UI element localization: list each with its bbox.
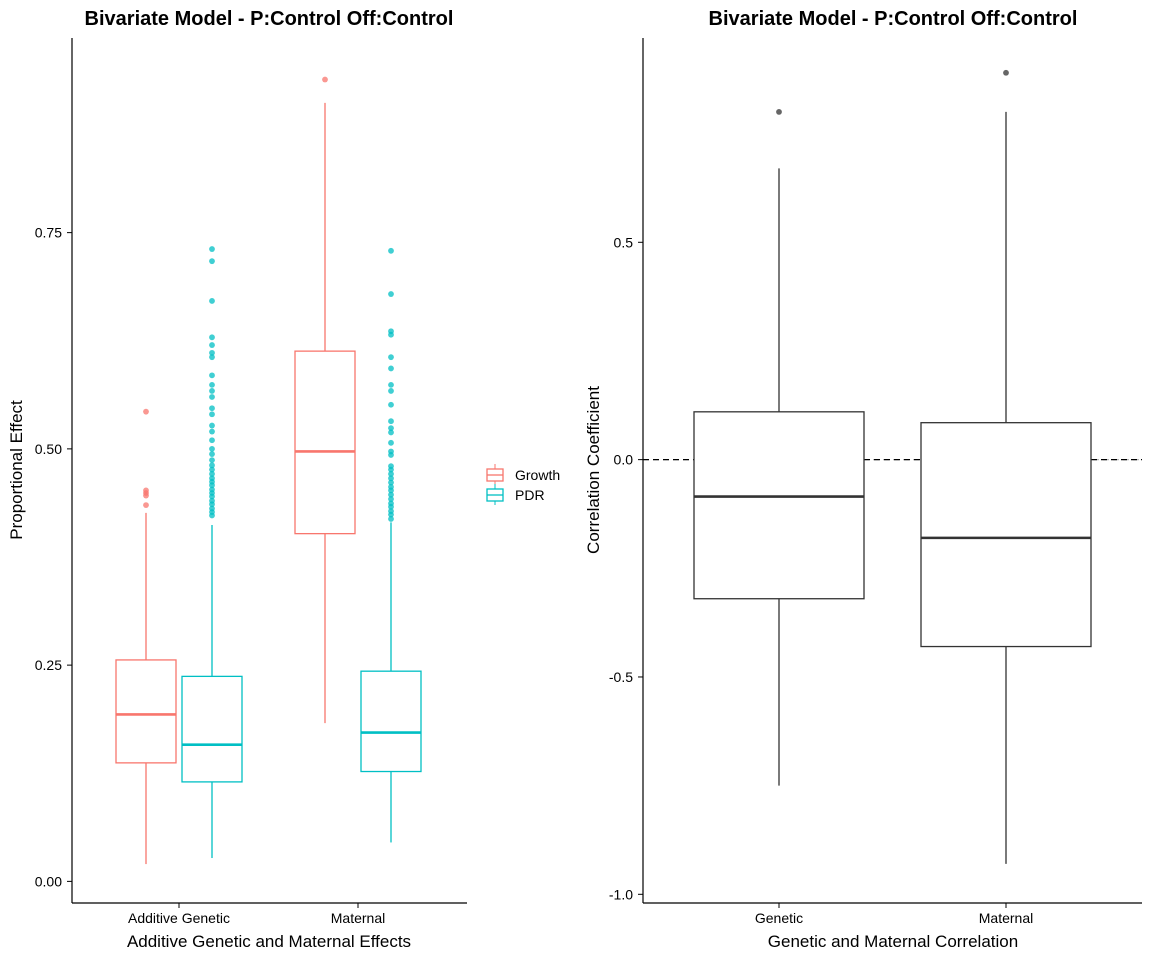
left-x-axis-title: Additive Genetic and Maternal Effects [127, 932, 411, 951]
left-pdr-additive-genetic-outlier-21 [209, 405, 215, 412]
right-x-tick-label-0: Genetic [755, 910, 803, 926]
left-pdr-maternal-outlier-11 [388, 471, 394, 477]
left-pdr-additive-genetic-outlier-11 [209, 471, 215, 477]
left-pdr-additive-genetic-outlier-14 [209, 457, 215, 464]
left-pdr-additive-genetic-outlier-29 [209, 334, 215, 341]
left-pdr-maternal-outlier-26 [388, 328, 394, 335]
right-chart-title: Bivariate Model - P:Control Off:Control [709, 8, 1078, 30]
right-y-tick-label-3: 0.5 [614, 234, 634, 250]
left-boxes [115, 76, 422, 865]
left-pdr-maternal-outlier-24 [388, 354, 394, 361]
left-pdr-additive-genetic-outlier-20 [209, 411, 215, 418]
legend: Growth PDR [486, 464, 560, 505]
left-pdr-maternal-outlier-8 [388, 484, 394, 490]
left-growth-additive-genetic-box [115, 659, 177, 764]
left-pdr-maternal-outlier-15 [388, 448, 394, 455]
left-pdr-additive-genetic-outlier-10 [209, 475, 215, 482]
left-pdr-maternal-outlier-13 [388, 463, 394, 470]
left-pdr-maternal-outlier-22 [388, 381, 394, 388]
right-boxes [693, 69, 1092, 864]
left-pdr-additive-genetic-outlier-19 [209, 422, 215, 429]
left-pdr-additive-genetic-box [181, 675, 243, 783]
left-pdr-maternal-outlier-4 [388, 500, 394, 507]
left-growth-maternal-outlier-0 [322, 76, 328, 83]
right-y-tick-label-2: 0.0 [614, 452, 634, 468]
left-pdr-maternal-outlier-2 [388, 508, 394, 515]
left-pdr-maternal-outlier-23 [388, 365, 394, 372]
left-pdr-maternal-box [360, 670, 422, 773]
right-chart: Bivariate Model - P:Control Off:Control … [584, 8, 1142, 951]
right-y-tick-label-0: -1.0 [609, 886, 633, 902]
right-y-tick-label-1: -0.5 [609, 669, 633, 685]
legend-item-growth: Growth [486, 464, 560, 485]
right-maternal-box [920, 422, 1092, 648]
left-growth-additive-genetic-outlier-3 [143, 487, 149, 494]
left-pdr-maternal-outlier-18 [388, 425, 394, 432]
left-x-ticks: Additive Genetic Maternal [128, 903, 385, 926]
left-pdr-maternal-outlier-21 [388, 388, 394, 394]
right-y-axis-title: Correlation Coefficient [584, 386, 603, 554]
left-y-axis-title: Proportional Effect [7, 400, 26, 540]
left-pdr-maternal-outlier-0 [388, 516, 394, 522]
legend-item-pdr: PDR [486, 484, 545, 505]
legend-label-growth: Growth [515, 467, 560, 483]
left-y-tick-label-1: 0.25 [35, 657, 62, 673]
left-pdr-additive-genetic-outlier-18 [209, 428, 215, 435]
left-pdr-maternal-outlier-10 [388, 475, 394, 482]
left-pdr-additive-genetic-outlier-2 [209, 505, 215, 512]
left-pdr-additive-genetic-outlier-22 [209, 394, 215, 400]
left-growth-maternal-box [294, 350, 356, 535]
left-pdr-additive-genetic-outlier-16 [209, 445, 215, 452]
right-genetic-box [693, 411, 865, 600]
right-x-axis-title: Genetic and Maternal Correlation [768, 932, 1018, 951]
left-pdr-additive-genetic-outlier-13 [209, 462, 215, 469]
legend-label-pdr: PDR [515, 487, 545, 503]
left-pdr-additive-genetic-outlier-26 [209, 354, 215, 361]
left-x-tick-label-0: Additive Genetic [128, 910, 230, 926]
left-pdr-additive-genetic-outlier-25 [209, 372, 215, 379]
left-pdr-additive-genetic-outlier-30 [209, 298, 215, 304]
left-pdr-additive-genetic-outlier-27 [209, 349, 215, 356]
right-y-ticks: -1.0 -0.5 0.0 0.5 [609, 234, 643, 902]
left-pdr-additive-genetic-outlier-17 [209, 437, 215, 444]
left-pdr-maternal-outlier-5 [388, 496, 394, 502]
left-pdr-additive-genetic-outlier-12 [209, 466, 215, 473]
left-y-tick-label-2: 0.50 [35, 441, 62, 457]
left-pdr-additive-genetic-outlier-24 [209, 381, 215, 388]
left-pdr-maternal-outlier-16 [388, 439, 394, 446]
left-pdr-maternal-outlier-17 [388, 429, 394, 436]
right-genetic-outlier-0 [776, 108, 782, 115]
left-pdr-additive-genetic-outlier-28 [209, 342, 215, 348]
left-growth-additive-genetic-outlier-0 [143, 502, 149, 508]
left-chart: Bivariate Model - P:Control Off:Control … [7, 8, 467, 951]
left-pdr-additive-genetic-outlier-23 [209, 388, 215, 394]
left-pdr-additive-genetic-outlier-32 [209, 246, 215, 252]
right-maternal-outlier-0 [1003, 69, 1009, 76]
left-pdr-additive-genetic-outlier-15 [209, 451, 215, 457]
left-growth-additive-genetic-outlier-4 [143, 408, 149, 415]
left-y-tick-label-3: 0.75 [35, 225, 62, 241]
left-pdr-additive-genetic-outlier-4 [209, 497, 215, 504]
left-chart-title: Bivariate Model - P:Control Off:Control [85, 8, 454, 30]
left-pdr-maternal-outlier-19 [388, 418, 394, 425]
left-pdr-maternal-outlier-9 [388, 479, 394, 486]
left-pdr-additive-genetic-outlier-31 [209, 258, 215, 265]
left-x-tick-label-1: Maternal [331, 910, 385, 926]
left-pdr-maternal-outlier-6 [388, 491, 394, 498]
left-y-ticks: 0.00 0.25 0.50 0.75 [35, 225, 72, 889]
left-pdr-maternal-outlier-20 [388, 401, 394, 408]
right-x-ticks: Genetic Maternal [755, 903, 1033, 926]
left-pdr-maternal-outlier-27 [388, 291, 394, 297]
left-y-tick-label-0: 0.00 [35, 873, 62, 889]
left-pdr-maternal-outlier-28 [388, 247, 394, 254]
left-pdr-additive-genetic-outlier-7 [209, 486, 215, 493]
right-x-tick-label-1: Maternal [979, 910, 1033, 926]
